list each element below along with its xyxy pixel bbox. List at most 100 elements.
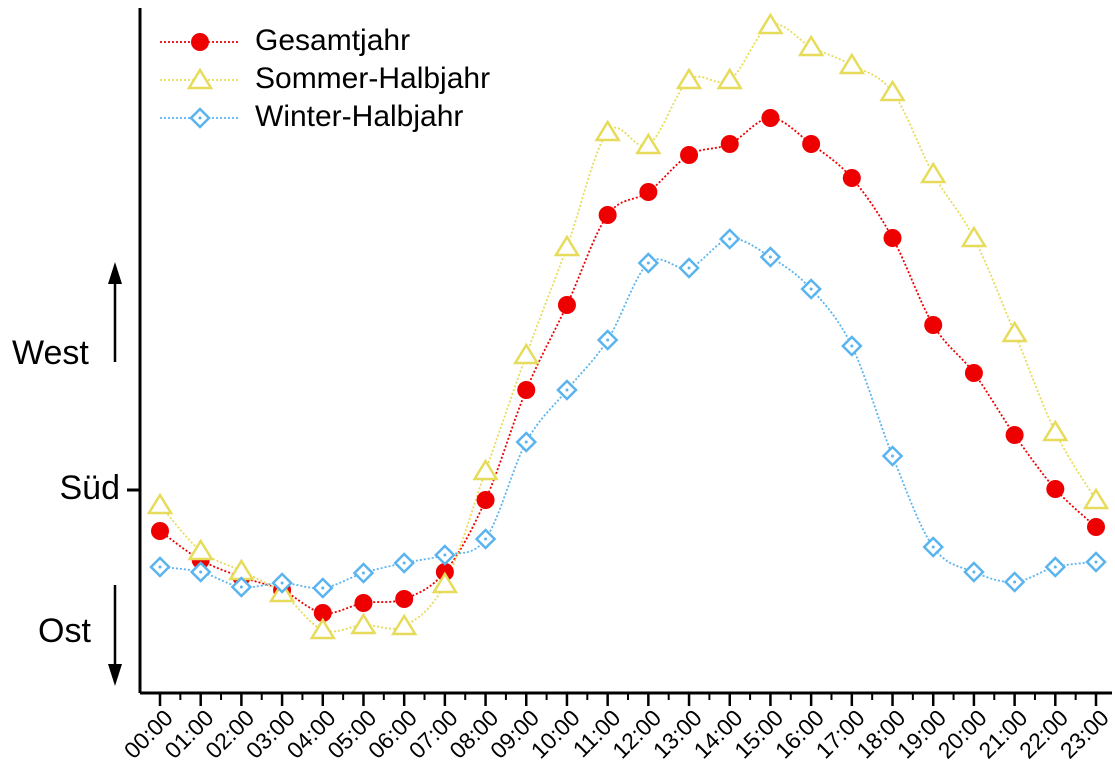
marker: [635, 132, 662, 155]
marker: [924, 316, 943, 334]
marker: [556, 379, 578, 401]
marker: [476, 491, 495, 509]
marker-dot: [199, 570, 203, 574]
marker: [678, 257, 700, 279]
marker: [960, 225, 988, 248]
arrow-up: [108, 262, 122, 362]
marker: [472, 458, 499, 481]
marker: [842, 169, 861, 187]
marker: [639, 183, 658, 201]
marker-dot: [646, 261, 650, 265]
marker: [594, 119, 621, 142]
marker: [879, 79, 906, 102]
marker: [759, 246, 782, 268]
marker: [189, 561, 212, 583]
marker: [354, 594, 373, 612]
marker: [186, 67, 214, 90]
marker-dot: [606, 338, 610, 342]
marker: [434, 544, 456, 566]
marker: [1082, 487, 1110, 510]
arrow-head: [108, 664, 122, 686]
legend-label: Sommer-Halbjahr: [255, 62, 490, 95]
marker: [1005, 426, 1024, 444]
marker: [151, 522, 169, 540]
marker-dot: [565, 388, 569, 392]
marker: [352, 562, 375, 584]
marker: [881, 445, 904, 467]
marker-dot: [280, 581, 284, 585]
marker-dot: [1094, 560, 1098, 564]
marker: [1001, 320, 1028, 343]
marker-dot: [443, 553, 447, 557]
marker-dot: [931, 545, 935, 549]
marker-dot: [972, 570, 976, 574]
marker: [802, 135, 821, 153]
annotation: Ost: [38, 612, 91, 650]
marker: [963, 561, 985, 583]
marker: [838, 52, 866, 75]
marker: [395, 590, 414, 608]
marker: [596, 329, 619, 351]
marker: [271, 572, 293, 594]
marker: [1087, 518, 1105, 536]
marker: [557, 296, 576, 314]
marker: [761, 109, 780, 127]
series-line: [159, 23, 1097, 633]
marker: [716, 67, 743, 90]
marker: [309, 617, 337, 640]
marker: [675, 67, 703, 90]
marker: [841, 335, 863, 357]
marker-dot: [524, 440, 528, 444]
marker: [312, 577, 334, 599]
marker: [350, 612, 377, 635]
marker-dot: [402, 561, 406, 565]
marker: [515, 431, 538, 453]
marker: [1042, 419, 1069, 442]
marker: [191, 33, 209, 51]
series-line: [159, 117, 1097, 615]
marker: [230, 576, 253, 598]
marker: [431, 571, 459, 594]
marker: [146, 492, 174, 515]
marker: [964, 364, 983, 382]
arrow-head: [108, 262, 122, 284]
marker: [598, 206, 617, 224]
y-tick-label: Süd: [60, 469, 121, 507]
marker: [922, 536, 944, 558]
marker: [474, 528, 497, 550]
marker: [718, 228, 741, 250]
marker: [149, 556, 171, 578]
marker-dot: [484, 537, 488, 541]
marker: [757, 12, 784, 35]
marker: [637, 252, 660, 274]
marker: [393, 552, 415, 574]
marker: [553, 234, 581, 257]
marker: [187, 538, 214, 561]
marker-dot: [687, 266, 691, 270]
marker: [513, 342, 540, 365]
marker: [313, 604, 332, 622]
annotation: West: [12, 334, 89, 372]
marker: [1044, 556, 1067, 578]
marker: [919, 161, 947, 184]
legend-label: Winter-Halbjahr: [255, 100, 463, 133]
marker-dot: [728, 237, 732, 241]
series-line: [159, 238, 1097, 590]
marker-dot: [198, 116, 202, 120]
arrow-down: [108, 585, 122, 686]
marker-dot: [321, 586, 325, 590]
marker: [797, 34, 825, 57]
marker: [1085, 551, 1107, 573]
marker-dot: [891, 454, 895, 458]
marker: [390, 613, 418, 636]
marker-dot: [809, 287, 813, 291]
marker: [680, 146, 699, 164]
marker-dot: [1053, 565, 1057, 569]
marker-dot: [239, 585, 243, 589]
marker-dot: [1013, 580, 1017, 584]
marker: [883, 229, 902, 247]
marker: [720, 135, 739, 153]
marker-dot: [158, 565, 162, 569]
marker: [800, 278, 822, 300]
